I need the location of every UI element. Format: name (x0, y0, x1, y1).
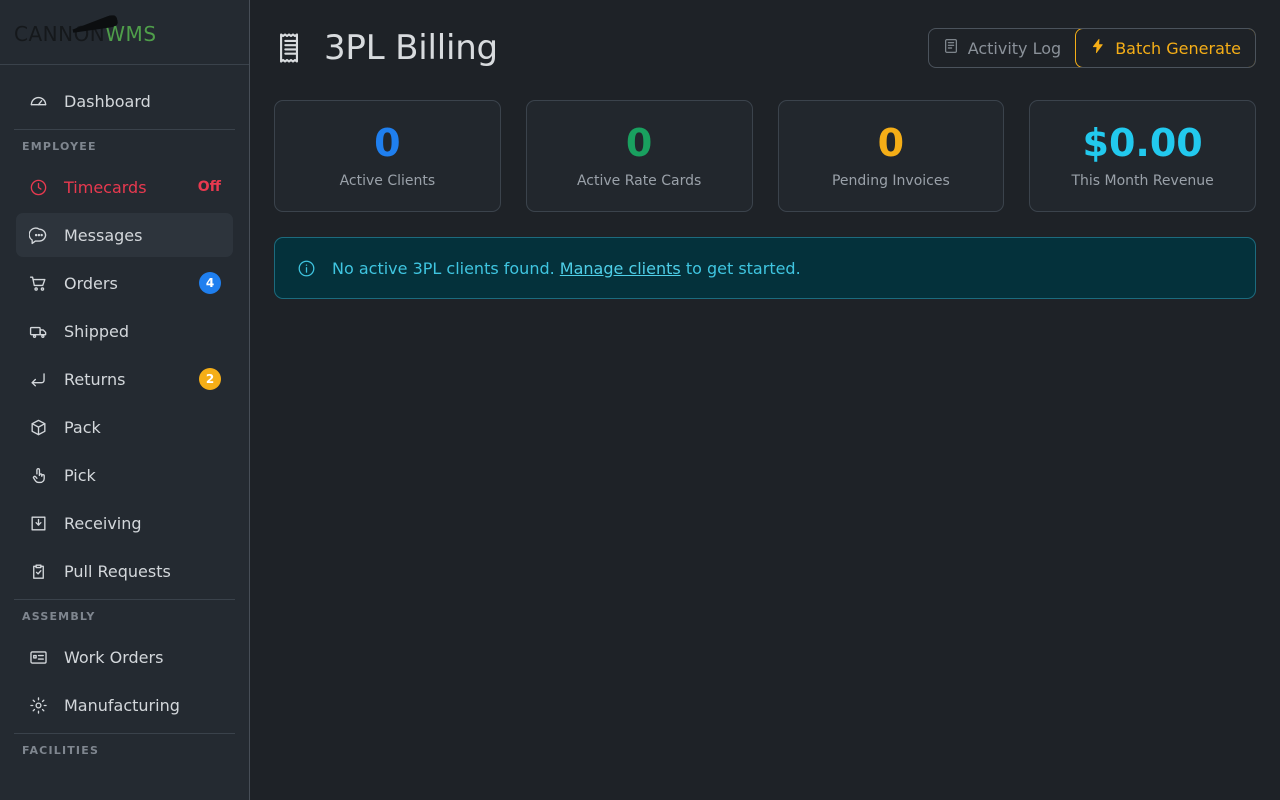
brand-name-accent: WMS (105, 22, 157, 46)
sidebar-item-pick[interactable]: Pick (16, 453, 233, 497)
stat-value: 0 (877, 120, 905, 165)
sidebar-item-label: Receiving (64, 513, 142, 533)
sidebar-item-dashboard[interactable]: Dashboard (16, 79, 233, 123)
stat-label: This Month Revenue (1071, 172, 1214, 189)
stat-label: Active Clients (339, 172, 436, 189)
sidebar-item-label: Pull Requests (64, 561, 171, 581)
sidebar-item-label: Messages (64, 225, 143, 245)
sidebar-item-label: Shipped (64, 321, 130, 341)
stat-card-active-clients: 0 Active Clients (274, 100, 501, 212)
sidebar-divider (14, 129, 235, 130)
sidebar-item-receiving[interactable]: Receiving (16, 501, 233, 545)
stat-card-row: 0 Active Clients 0 Active Rate Cards 0 P… (250, 88, 1280, 212)
logo-bar: CANNONWMS (0, 0, 249, 65)
page-title: 3PL Billing (274, 28, 498, 68)
truck-icon (28, 321, 48, 341)
status-badge-timecards: Off (197, 179, 221, 195)
stat-value: 0 (625, 120, 653, 165)
badge-returns-count: 2 (199, 368, 221, 390)
sidebar-item-label: Pack (64, 417, 101, 437)
sidebar-item-label: Work Orders (64, 647, 164, 667)
batch-generate-button[interactable]: Batch Generate (1075, 29, 1255, 67)
page-header: 3PL Billing Activity Log (250, 0, 1280, 88)
activity-log-button[interactable]: Activity Log (929, 29, 1075, 67)
sidebar: CANNONWMS Dashboard EMPLOYEE (0, 0, 250, 800)
alert-text-before: No active 3PL clients found. (332, 258, 555, 278)
work-order-icon (28, 647, 48, 667)
sidebar-item-pull-requests[interactable]: Pull Requests (16, 549, 233, 593)
stat-card-pending-invoices: 0 Pending Invoices (777, 100, 1005, 212)
sidebar-section-facilities: FACILITIES (22, 744, 100, 757)
brand-logo[interactable]: CANNONWMS (14, 15, 184, 49)
sidebar-section-assembly: ASSEMBLY (22, 610, 96, 623)
sidebar-item-label: Pick (64, 465, 96, 485)
stat-value: $0.00 (1082, 120, 1203, 165)
main-content: 3PL Billing Activity Log (250, 0, 1280, 800)
manage-clients-link[interactable]: Manage clients (559, 258, 681, 278)
sidebar-nav: Dashboard EMPLOYEE Timecards Off (0, 65, 249, 765)
sidebar-section-employee: EMPLOYEE (22, 140, 97, 153)
alert-text-after: to get started. (685, 258, 801, 278)
clock-icon (28, 177, 48, 197)
sidebar-divider (14, 733, 235, 734)
page-title-text: 3PL Billing (324, 28, 498, 68)
header-actions: Activity Log Batch Generate (927, 28, 1256, 68)
gauge-icon (28, 91, 48, 111)
clipboard-check-icon (28, 561, 48, 581)
sidebar-item-timecards[interactable]: Timecards Off (16, 165, 233, 209)
sidebar-item-returns[interactable]: Returns 2 (16, 357, 233, 401)
inbox-download-icon (28, 513, 48, 533)
stat-card-this-month-revenue: $0.00 This Month Revenue (1029, 100, 1256, 212)
stat-value: 0 (374, 120, 401, 165)
receipt-icon (274, 31, 308, 65)
info-circle-icon (297, 259, 316, 278)
gear-icon (28, 695, 48, 715)
message-icon (28, 225, 48, 245)
sidebar-item-manufacturing[interactable]: Manufacturing (16, 683, 233, 727)
stat-label: Active Rate Cards (576, 172, 702, 189)
sidebar-divider (14, 599, 235, 600)
sidebar-item-label: Dashboard (64, 91, 151, 111)
cart-icon (28, 273, 48, 293)
activity-log-label: Activity Log (967, 38, 1062, 58)
sidebar-item-messages[interactable]: Messages (16, 213, 233, 257)
sidebar-item-label: Manufacturing (64, 695, 180, 715)
sidebar-item-shipped[interactable]: Shipped (16, 309, 233, 353)
empty-state-alert: No active 3PL clients found. Manage clie… (274, 237, 1256, 299)
stat-card-active-rate-cards: 0 Active Rate Cards (525, 100, 753, 212)
return-arrow-icon (28, 369, 48, 389)
hand-pointer-icon (28, 465, 48, 485)
sidebar-item-pack[interactable]: Pack (16, 405, 233, 449)
batch-generate-label: Batch Generate (1115, 38, 1241, 58)
stat-label: Pending Invoices (831, 172, 950, 189)
alert-message: No active 3PL clients found. Manage clie… (332, 259, 801, 278)
sidebar-item-label: Orders (64, 273, 118, 293)
lightning-bolt-icon (1090, 38, 1106, 58)
sidebar-item-label: Timecards (64, 177, 147, 197)
sidebar-item-label: Returns (64, 369, 126, 389)
list-document-icon (943, 38, 959, 58)
sidebar-item-orders[interactable]: Orders 4 (16, 261, 233, 305)
box-icon (28, 417, 48, 437)
badge-orders-count: 4 (199, 272, 221, 294)
sidebar-item-work-orders[interactable]: Work Orders (16, 635, 233, 679)
